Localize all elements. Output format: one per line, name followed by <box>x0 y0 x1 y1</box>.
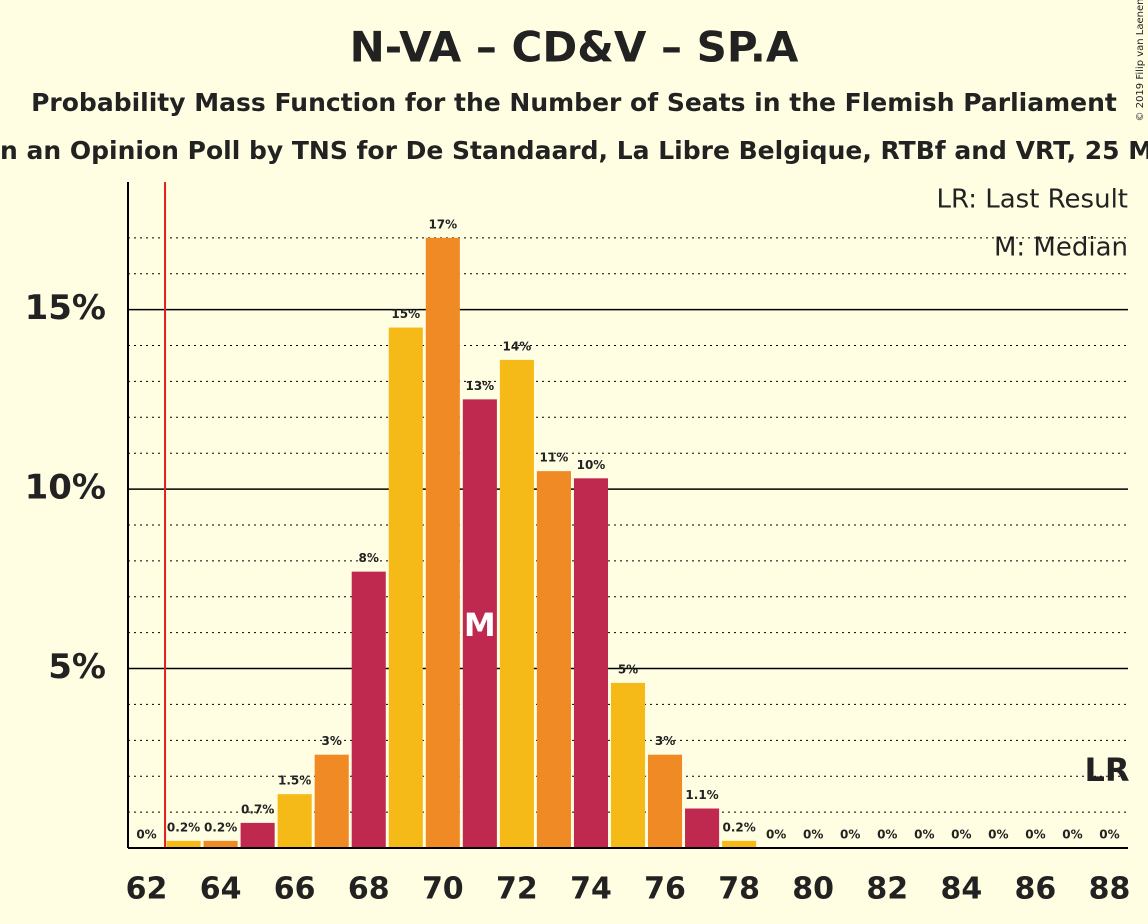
value-label: 3% <box>322 734 342 748</box>
bar <box>166 840 201 848</box>
x-tick-label: 84 <box>940 872 982 907</box>
bar <box>536 471 571 848</box>
x-tick-label: 62 <box>126 872 168 907</box>
x-tick-label: 86 <box>1015 872 1057 907</box>
chart-title: N-VA – CD&V – SP.A <box>350 23 799 72</box>
x-tick-label: 64 <box>200 872 242 907</box>
value-label: 17% <box>428 217 457 231</box>
x-tick-label: 70 <box>422 872 464 907</box>
value-label: 0.2% <box>204 820 237 834</box>
bar <box>685 808 720 848</box>
value-label: 0.7% <box>241 802 274 816</box>
y-tick-label: 15% <box>25 288 106 328</box>
bar <box>425 237 460 849</box>
x-tick-label: 66 <box>274 872 316 907</box>
y-tick-label: 5% <box>48 647 106 687</box>
x-tick-label: 76 <box>644 872 686 907</box>
legend-entry: M: Median <box>994 233 1128 263</box>
value-label: 0% <box>766 828 786 842</box>
bar <box>277 794 312 848</box>
bar <box>240 822 275 848</box>
value-label: 1.1% <box>685 788 718 802</box>
value-label: 0% <box>1099 828 1119 842</box>
x-tick-label: 82 <box>866 872 908 907</box>
x-tick-label: 72 <box>496 872 538 907</box>
value-label: 0.2% <box>167 820 200 834</box>
value-label: 1.5% <box>278 774 311 788</box>
bar <box>648 754 683 848</box>
value-label: 0% <box>951 828 971 842</box>
value-label: 0% <box>1062 828 1082 842</box>
value-label: 0.2% <box>722 820 755 834</box>
value-label: 15% <box>391 307 420 321</box>
bar <box>462 399 497 848</box>
x-tick-label: 80 <box>792 872 834 907</box>
value-label: 0% <box>877 828 897 842</box>
value-label: 10% <box>577 458 606 472</box>
value-label: 11% <box>540 451 569 465</box>
bar <box>610 682 646 848</box>
bar <box>203 840 238 848</box>
bar <box>573 478 608 848</box>
value-label: 0% <box>136 828 156 842</box>
value-label: 0% <box>988 828 1008 842</box>
value-label: 0% <box>840 828 860 842</box>
last-result-label: LR <box>1084 751 1129 789</box>
value-label: 14% <box>503 339 532 353</box>
bar <box>499 359 534 848</box>
value-label: 13% <box>465 379 494 393</box>
chart-subtitle: Probability Mass Function for the Number… <box>31 88 1117 117</box>
bar <box>351 571 386 848</box>
value-label: 8% <box>359 551 379 565</box>
x-tick-label: 68 <box>348 872 390 907</box>
x-tick-label: 88 <box>1089 872 1131 907</box>
value-label: 0% <box>914 828 934 842</box>
value-label: 0% <box>803 828 823 842</box>
x-tick-label: 78 <box>718 872 760 907</box>
bar <box>314 754 349 848</box>
y-tick-label: 10% <box>25 468 106 508</box>
value-label: 0% <box>1025 828 1045 842</box>
copyright: © 2019 Filip van Laenen <box>1135 0 1146 121</box>
bar <box>722 840 757 848</box>
chart-subtitle: n an Opinion Poll by TNS for De Standaar… <box>0 136 1148 165</box>
value-label: 3% <box>655 734 675 748</box>
value-label: 5% <box>618 662 638 676</box>
x-tick-label: 74 <box>570 872 612 907</box>
median-label: M <box>464 606 496 644</box>
legend-entry: LR: Last Result <box>936 185 1128 215</box>
bar <box>388 327 423 848</box>
